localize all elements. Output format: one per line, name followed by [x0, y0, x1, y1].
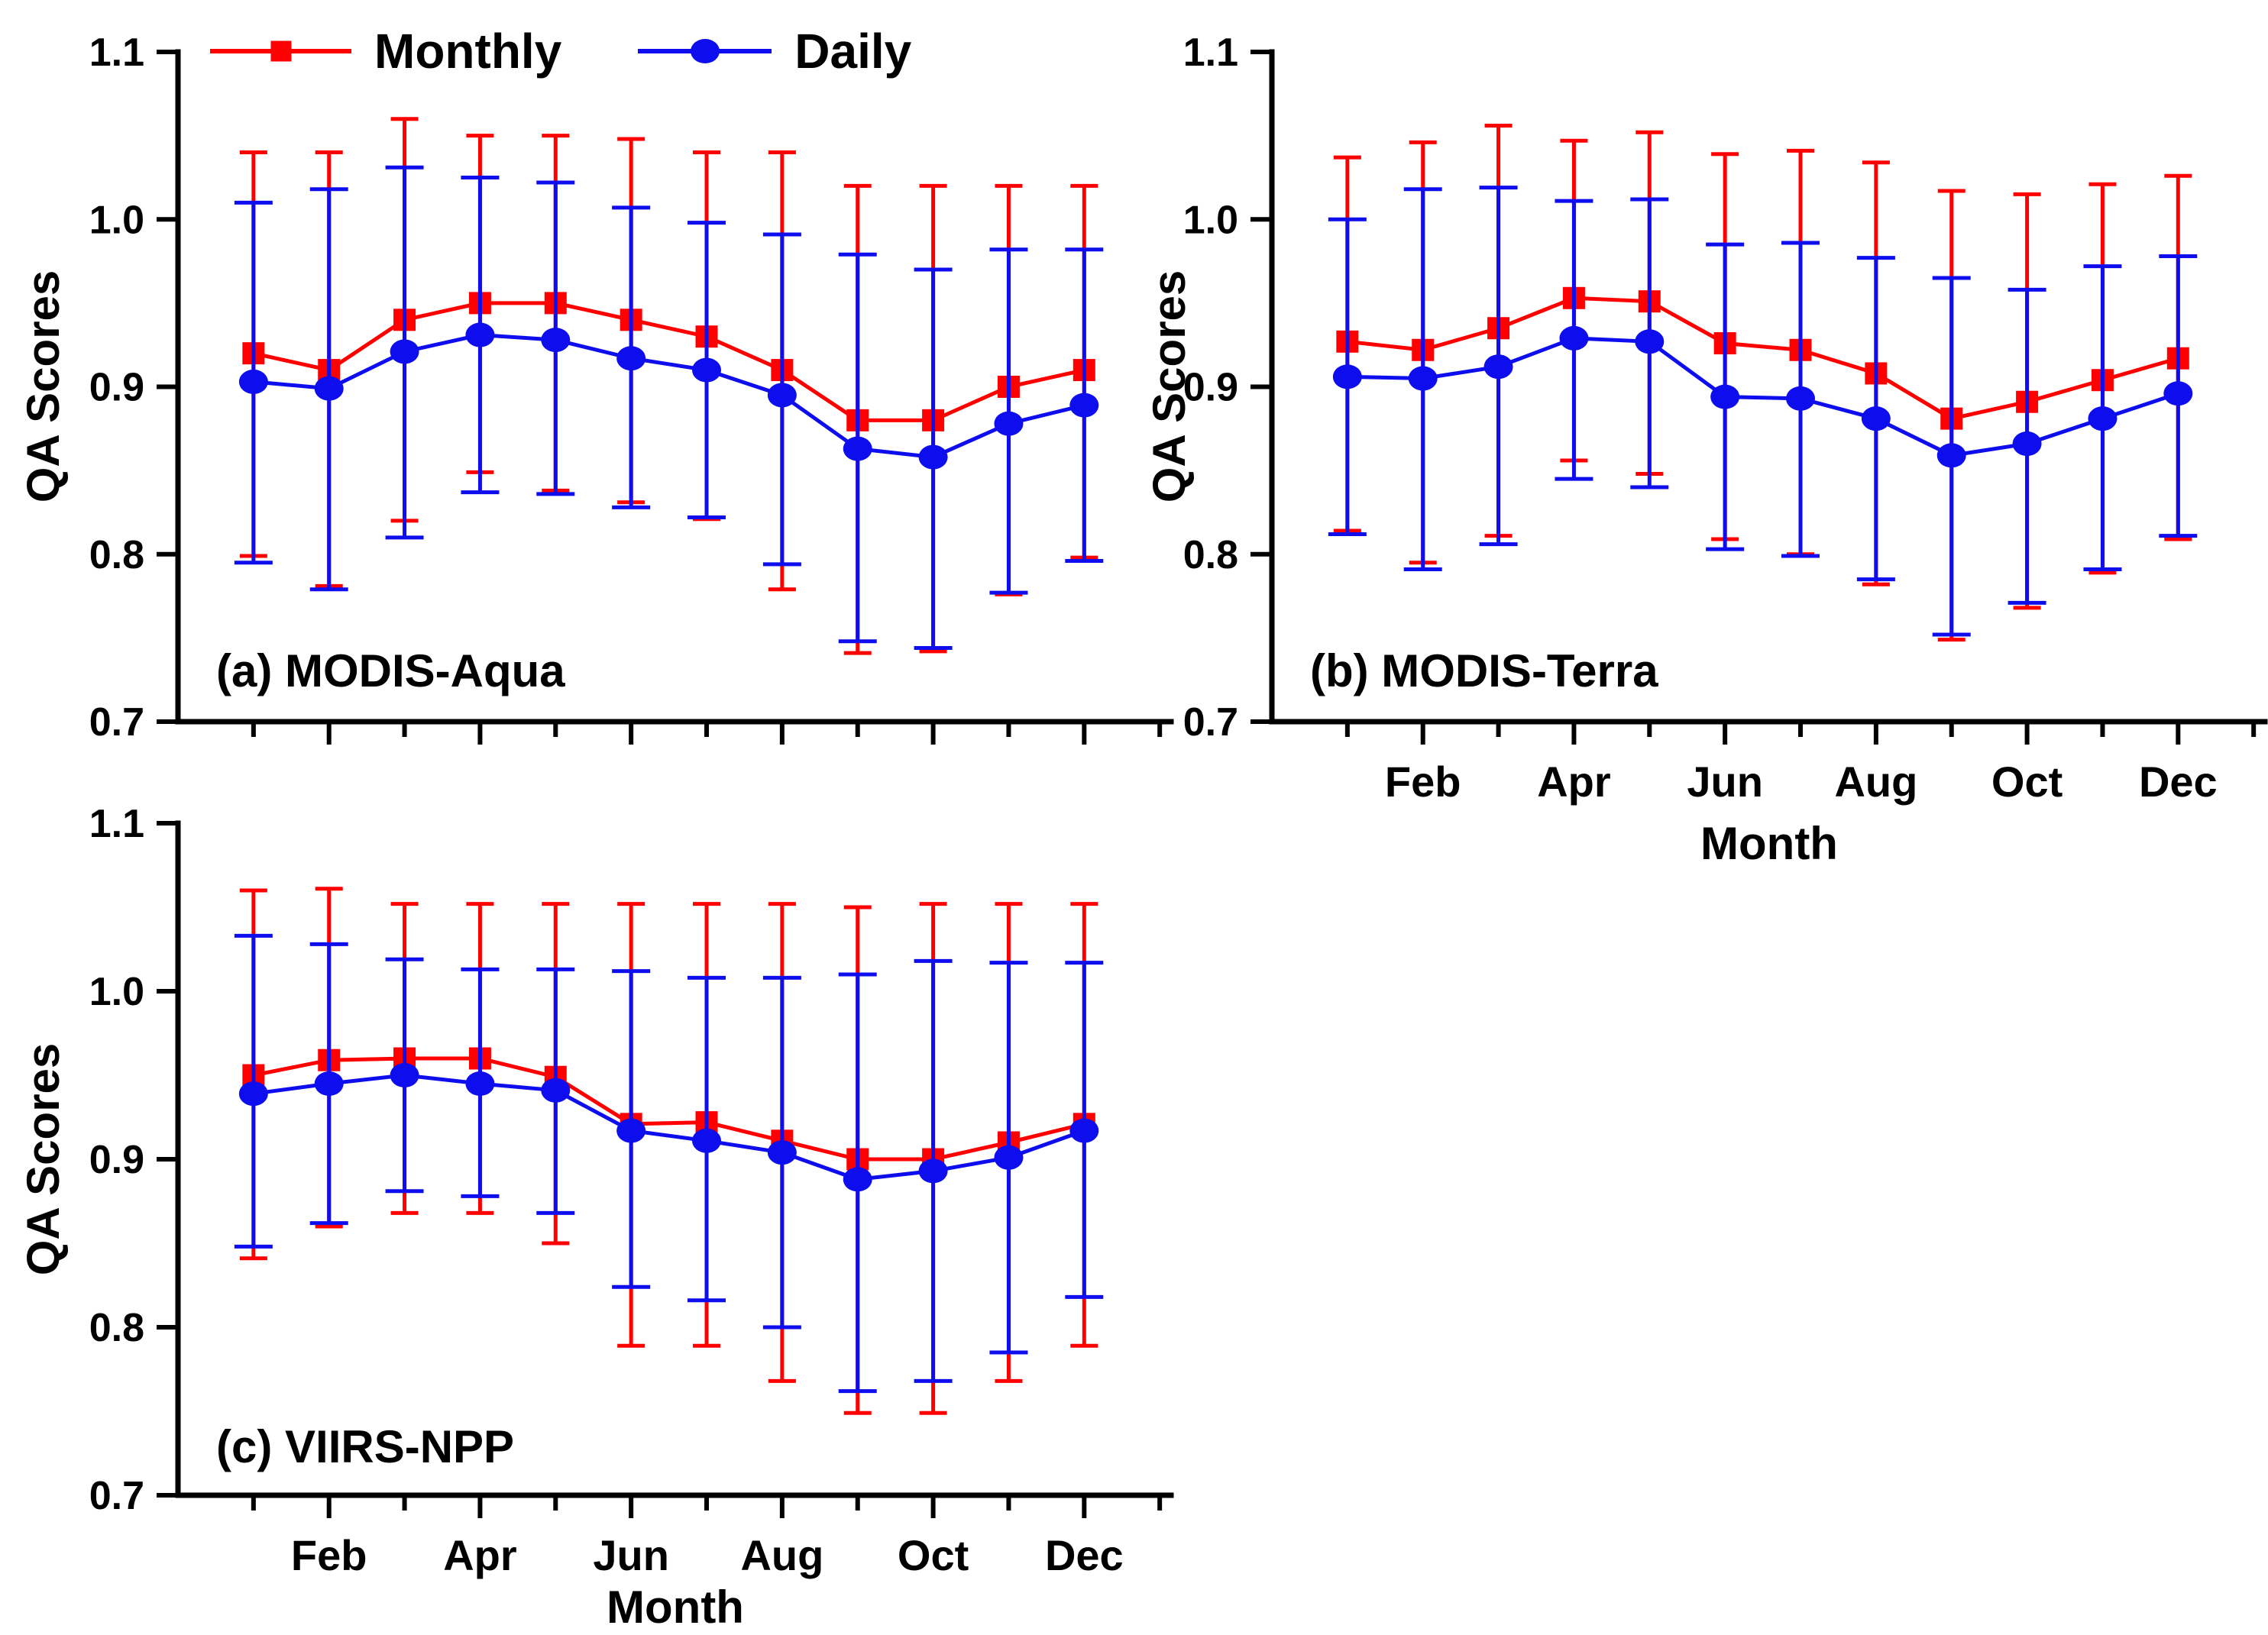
svg-text:1.1: 1.1 [1183, 31, 1238, 75]
panel-a-caption: (a) MODIS-Aqua [216, 645, 565, 696]
svg-text:Dec: Dec [2139, 758, 2218, 806]
svg-text:Feb: Feb [291, 1531, 367, 1579]
svg-text:Apr: Apr [443, 1531, 516, 1579]
legend-daily-line-icon [638, 39, 772, 63]
svg-text:1.1: 1.1 [89, 802, 144, 846]
svg-text:1.0: 1.0 [1183, 198, 1238, 242]
svg-text:0.9: 0.9 [1183, 366, 1238, 410]
svg-text:Aug: Aug [1834, 758, 1917, 806]
svg-text:0.9: 0.9 [89, 1138, 144, 1182]
svg-text:Dec: Dec [1045, 1531, 1124, 1579]
legend-monthly-label: Monthly [374, 24, 562, 79]
svg-text:1.0: 1.0 [89, 198, 144, 242]
svg-text:Oct: Oct [898, 1531, 969, 1579]
panel-b-caption: (b) MODIS-Terra [1310, 645, 1658, 696]
svg-text:Apr: Apr [1537, 758, 1610, 806]
panel-c-x-axis-title: Month [607, 1582, 744, 1633]
legend-monthly-square-marker-icon [270, 40, 291, 62]
svg-text:0.8: 0.8 [89, 533, 144, 577]
svg-text:0.7: 0.7 [89, 1474, 144, 1518]
legend-daily-circle-marker-icon [690, 39, 720, 63]
svg-text:Jun: Jun [1687, 758, 1763, 806]
svg-text:1.1: 1.1 [89, 31, 144, 75]
panel-b-y-axis-title: QA Scores [1144, 270, 1195, 503]
panel-c-caption: (c) VIIRS-NPP [216, 1421, 515, 1472]
svg-text:1.0: 1.0 [89, 970, 144, 1014]
svg-text:0.8: 0.8 [89, 1306, 144, 1350]
svg-text:Feb: Feb [1385, 758, 1461, 806]
legend-daily-label: Daily [794, 24, 912, 79]
svg-text:0.8: 0.8 [1183, 533, 1238, 577]
svg-text:Jun: Jun [593, 1531, 669, 1579]
svg-text:0.9: 0.9 [89, 366, 144, 410]
svg-text:Aug: Aug [740, 1531, 823, 1579]
svg-text:0.7: 0.7 [1183, 700, 1238, 745]
panel-c-y-axis-title: QA Scores [18, 1042, 69, 1276]
panel-a-y-axis-title: QA Scores [18, 270, 69, 503]
legend: Monthly Daily [210, 23, 911, 79]
svg-text:0.7: 0.7 [89, 700, 144, 745]
legend-monthly-line-icon [210, 40, 351, 62]
panel-b-x-axis-title: Month [1700, 818, 1838, 869]
svg-text:Oct: Oct [1991, 758, 2063, 806]
